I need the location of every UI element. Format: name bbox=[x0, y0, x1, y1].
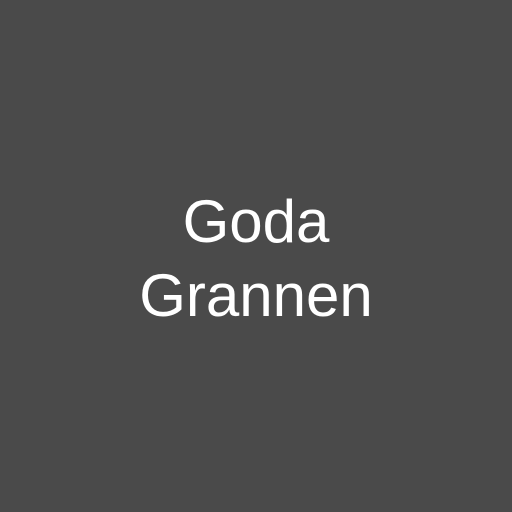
title-line-2: Grannen bbox=[139, 262, 373, 329]
title-line-1: Goda bbox=[182, 188, 330, 255]
